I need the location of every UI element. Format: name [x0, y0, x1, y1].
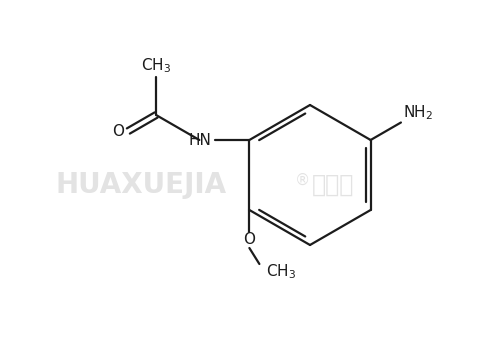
Text: O: O — [244, 233, 255, 248]
Text: NH$_2$: NH$_2$ — [403, 103, 433, 122]
Text: CH$_3$: CH$_3$ — [141, 56, 171, 75]
Text: O: O — [113, 123, 124, 139]
Text: CH$_3$: CH$_3$ — [266, 263, 297, 282]
Text: HN: HN — [188, 132, 211, 148]
Text: ®: ® — [295, 172, 310, 188]
Text: 化学加: 化学加 — [312, 173, 354, 197]
Text: HUAXUEJIA: HUAXUEJIA — [55, 171, 226, 199]
